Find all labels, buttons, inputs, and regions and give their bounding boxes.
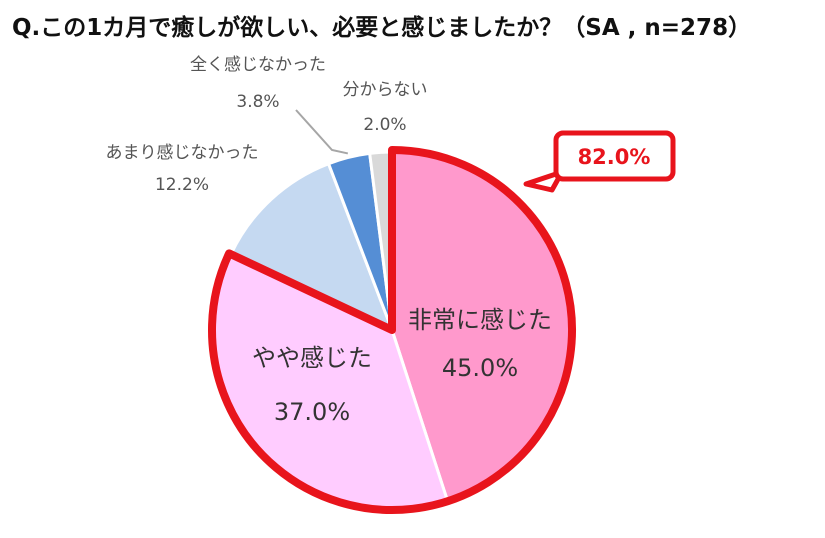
chart-title: Q.この1カ月で癒しが欲しい、必要と感じましたか？（SA , n=278） [12,15,752,41]
slice-value-4: 3.8% [236,92,279,112]
callout-box [553,130,676,182]
slice-value-5: 2.0% [363,115,406,135]
slice-label-5: 分からない [343,80,428,100]
leader-line [295,109,349,155]
slice-label-2: やや感じた [252,344,372,372]
slice-label-4: 全く感じなかった [190,55,326,75]
pie-slice-3 [228,161,395,333]
slice-label-1: 非常に感じた [408,306,552,334]
highlight-outline [208,146,576,514]
slice-value-1: 45.0% [442,354,518,382]
total-callout: 82.0% [523,130,676,193]
slice-value-2: 37.0% [274,398,350,426]
callout-pointer [523,169,565,193]
slice-label-3: あまり感じなかった [106,143,259,163]
callout-text: 82.0% [578,145,651,169]
slice-value-3: 12.2% [155,175,209,195]
